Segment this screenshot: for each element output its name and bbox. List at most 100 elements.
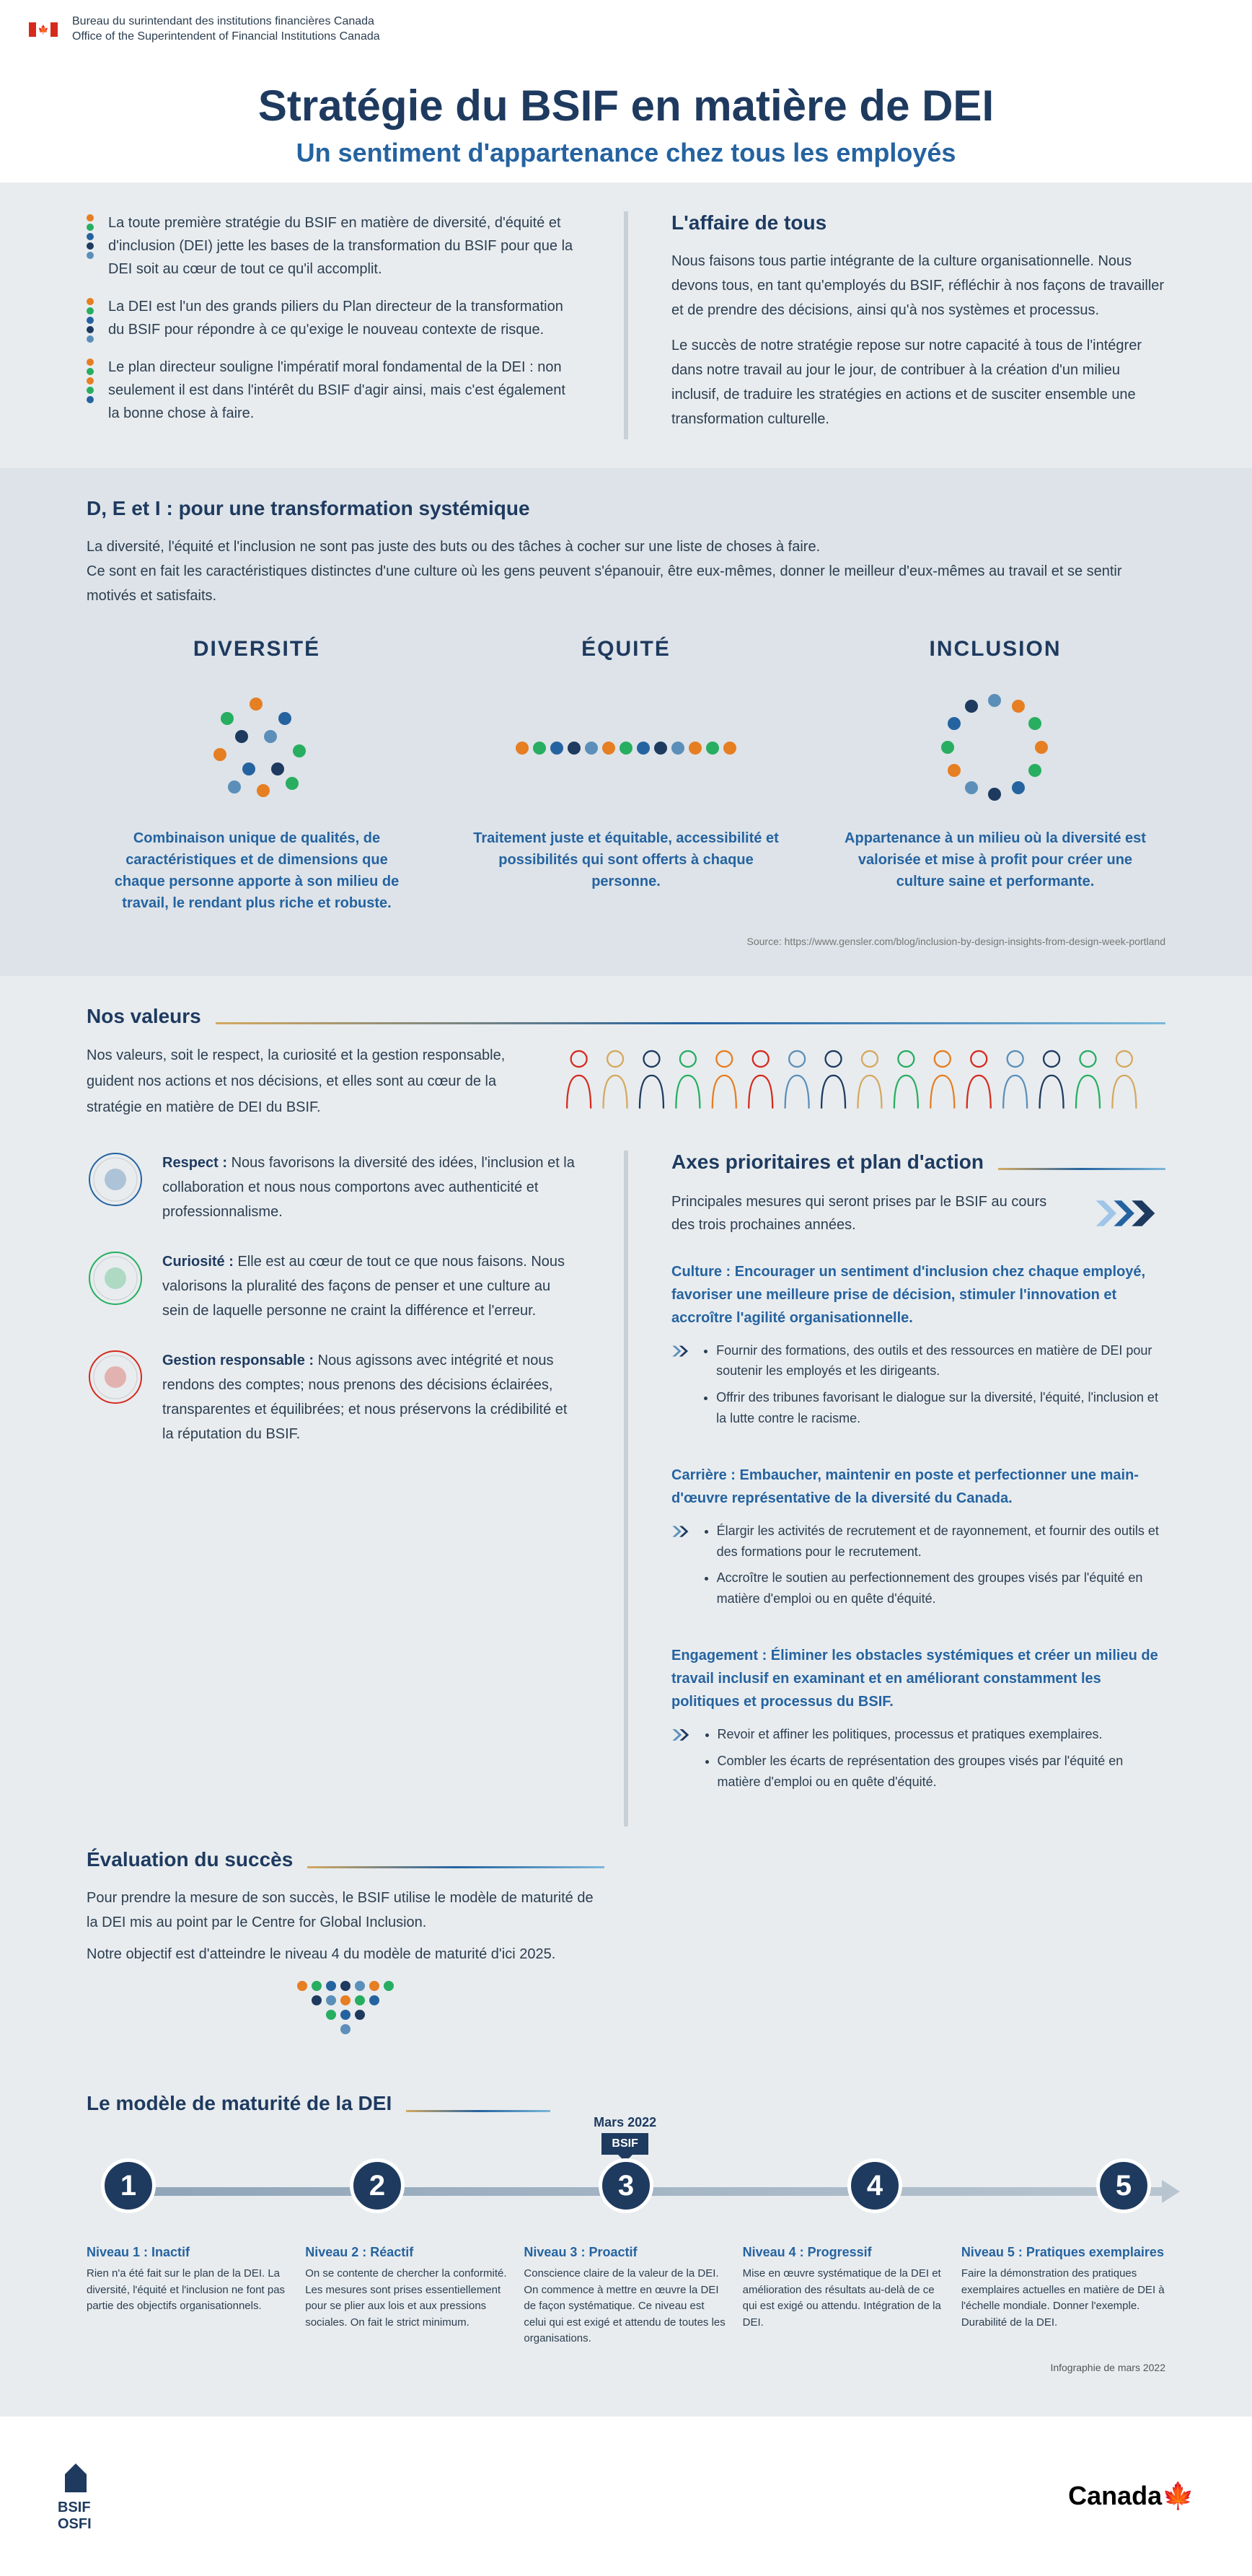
maturity-title: Le modèle de maturité de la DEI: [87, 2092, 392, 2115]
values-title: Nos valeurs: [87, 1005, 201, 1028]
decorative-line: [307, 1866, 604, 1868]
dei-desc: Combinaison unique de qualités, de carac…: [87, 827, 427, 914]
title-section: Stratégie du BSIF en matière de DEI Un s…: [0, 59, 1252, 183]
vertical-divider: [624, 211, 628, 439]
level-title: Niveau 3 : Proactif: [524, 2245, 728, 2260]
canada-wordmark: Canada🍁: [1068, 2481, 1194, 2511]
chevron-icon: [671, 1521, 692, 1542]
level-title: Niveau 1 : Inactif: [87, 2245, 291, 2260]
value-item: Gestion responsable : Nous agissons avec…: [87, 1348, 581, 1446]
level-title: Niveau 2 : Réactif: [305, 2245, 509, 2260]
decorative-line: [998, 1168, 1165, 1170]
current-position-marker: Mars 2022 BSIF: [594, 2115, 656, 2155]
infographic-date: Infographie de mars 2022: [87, 2362, 1165, 2373]
dei-title: ÉQUITÉ: [456, 637, 796, 661]
canada-flag-icon: [29, 22, 58, 37]
value-icon: [87, 1249, 144, 1307]
maturity-node: 1: [101, 2158, 156, 2213]
footer: BSIF OSFI Canada🍁: [0, 2417, 1252, 2576]
dei-row: DIVERSITÉ Combinaison unique de qualités,…: [87, 637, 1165, 914]
dei-viz: [87, 683, 427, 813]
org-en: Office of the Superintendent of Financia…: [72, 30, 380, 45]
systemic-p2: Ce sont en fait les caractéristiques dis…: [87, 559, 1165, 608]
priority-title: Culture : Encourager un sentiment d'incl…: [671, 1260, 1165, 1329]
priority-bullet: Revoir et affiner les politiques, proces…: [718, 1724, 1165, 1745]
affaire-p1: Nous faisons tous partie intégrante de l…: [671, 249, 1165, 322]
systemic-p1: La diversité, l'équité et l'inclusion ne…: [87, 535, 1165, 559]
success-title: Évaluation du succès: [87, 1848, 293, 1871]
systemic-title: D, E et I : pour une transformation syst…: [87, 497, 1165, 520]
priority-block: Culture : Encourager un sentiment d'incl…: [671, 1260, 1165, 1435]
affaire-p2: Le succès de notre stratégie repose sur …: [671, 333, 1165, 431]
intro-bullet: Le plan directeur souligne l'impératif m…: [87, 356, 581, 425]
priority-block: Engagement : Éliminer les obstacles syst…: [671, 1644, 1165, 1798]
maturity-section: Le modèle de maturité de la DEI Mars 202…: [0, 2063, 1252, 2417]
success-p2: Notre objectif est d'atteindre le niveau…: [87, 1942, 604, 1966]
maturity-node: 2: [350, 2158, 405, 2213]
level-desc: Mise en œuvre systématique de la DEI et …: [743, 2266, 947, 2331]
people-icon: [561, 1042, 1165, 1122]
priorities-title: Axes prioritaires et plan d'action: [671, 1151, 984, 1174]
success-p1: Pour prendre la mesure de son succès, le…: [87, 1886, 604, 1935]
intro-bullet: La toute première stratégie du BSIF en m…: [87, 211, 581, 281]
maturity-level-desc: Niveau 1 : Inactif Rien n'a été fait sur …: [87, 2245, 291, 2347]
level-desc: Conscience claire de la valeur de la DEI…: [524, 2266, 728, 2347]
marker-badge: BSIF: [601, 2133, 648, 2155]
maturity-level-desc: Niveau 2 : Réactif On se contente de cher…: [305, 2245, 509, 2347]
priority-bullet: Fournir des formations, des outils et de…: [716, 1340, 1165, 1382]
values-list: Respect : Nous favorisons la diversité d…: [87, 1151, 581, 1827]
maturity-level-desc: Niveau 5 : Pratiques exemplaires Faire la…: [961, 2245, 1165, 2347]
dei-viz: [825, 683, 1165, 813]
marker-date: Mars 2022: [594, 2115, 656, 2130]
intro-section: La toute première stratégie du BSIF en m…: [0, 183, 1252, 468]
systemic-section: D, E et I : pour une transformation syst…: [0, 468, 1252, 976]
dots-triangle-icon: [87, 1981, 604, 2034]
value-icon: [87, 1151, 144, 1208]
dei-item: INCLUSION Appartenance à un milieu où la …: [825, 637, 1165, 914]
dei-item: ÉQUITÉ Traitement juste et équitable, acc…: [456, 637, 796, 914]
org-fr: Bureau du surintendant des institutions …: [72, 14, 380, 30]
maturity-level-desc: Niveau 3 : Proactif Conscience claire de …: [524, 2245, 728, 2347]
chevron-icon: [671, 1724, 692, 1746]
level-desc: Rien n'a été fait sur le plan de la DEI.…: [87, 2266, 291, 2315]
page-subtitle: Un sentiment d'appartenance chez tous le…: [0, 138, 1252, 168]
maturity-descriptions: Niveau 1 : Inactif Rien n'a été fait sur …: [87, 2245, 1165, 2347]
dei-title: DIVERSITÉ: [87, 637, 427, 661]
maturity-node: 5: [1096, 2158, 1151, 2213]
priorities-intro: Principales mesures qui seront prises pa…: [671, 1190, 1072, 1236]
level-desc: Faire la démonstration des pratiques exe…: [961, 2266, 1165, 2331]
priority-bullet: Élargir les activités de recrutement et …: [717, 1521, 1165, 1562]
dei-title: INCLUSION: [825, 637, 1165, 661]
org-name: Bureau du surintendant des institutions …: [72, 14, 380, 45]
chevrons-icon: [1093, 1188, 1165, 1239]
level-desc: On se contente de chercher la conformité…: [305, 2266, 509, 2331]
gov-header: Bureau du surintendant des institutions …: [0, 0, 1252, 59]
value-item: Curiosité : Elle est au cœur de tout ce …: [87, 1249, 581, 1323]
values-section: Nos valeurs Nos valeurs, soit le respect…: [0, 976, 1252, 2064]
value-text: Respect : Nous favorisons la diversité d…: [162, 1151, 581, 1224]
values-intro: Nos valeurs, soit le respect, la curiosi…: [87, 1042, 518, 1120]
bsif-logo: BSIF OSFI: [58, 2460, 94, 2533]
dei-desc: Traitement juste et équitable, accessibi…: [456, 827, 796, 892]
priority-bullet: Accroître le soutien au perfectionnement…: [717, 1568, 1165, 1609]
priority-blocks: Culture : Encourager un sentiment d'incl…: [671, 1260, 1165, 1798]
maturity-node: 4: [847, 2158, 902, 2213]
level-title: Niveau 5 : Pratiques exemplaires: [961, 2245, 1165, 2260]
priority-title: Carrière : Embaucher, maintenir en poste…: [671, 1464, 1165, 1510]
dei-desc: Appartenance à un milieu où la diversité…: [825, 827, 1165, 892]
priority-bullet: Combler les écarts de représentation des…: [718, 1751, 1165, 1793]
affaire-title: L'affaire de tous: [671, 211, 1165, 234]
value-item: Respect : Nous favorisons la diversité d…: [87, 1151, 581, 1224]
vertical-divider: [624, 1151, 628, 1827]
value-text: Gestion responsable : Nous agissons avec…: [162, 1348, 581, 1446]
value-text: Curiosité : Elle est au cœur de tout ce …: [162, 1249, 581, 1323]
maturity-nodes: 12345: [87, 2158, 1165, 2213]
level-title: Niveau 4 : Progressif: [743, 2245, 947, 2260]
decorative-line: [216, 1022, 1165, 1024]
intro-bullets: La toute première stratégie du BSIF en m…: [87, 211, 581, 425]
chevron-icon: [671, 1340, 691, 1362]
source-citation: Source: https://www.gensler.com/blog/inc…: [87, 936, 1165, 947]
priority-bullet: Offrir des tribunes favorisant le dialog…: [716, 1387, 1165, 1429]
priority-title: Engagement : Éliminer les obstacles syst…: [671, 1644, 1165, 1713]
intro-bullet: La DEI est l'un des grands piliers du Pl…: [87, 295, 581, 341]
